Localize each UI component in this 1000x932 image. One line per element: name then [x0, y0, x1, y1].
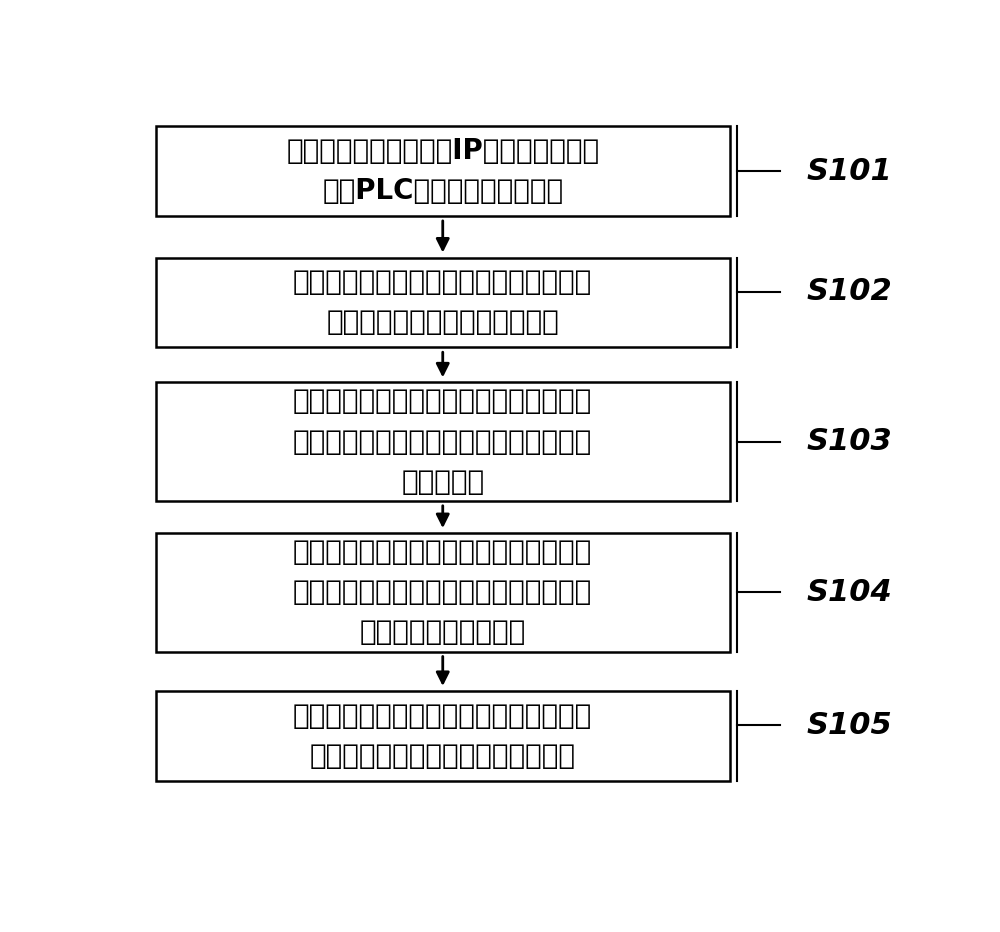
Text: S103: S103: [807, 427, 893, 456]
Text: S104: S104: [807, 578, 893, 607]
Text: 将主程序下载后设置为启动项，同时生成
数字签名，并进行存在性校验；: 将主程序下载后设置为启动项，同时生成 数字签名，并进行存在性校验；: [293, 268, 592, 336]
Text: 动态选择传输文件，并采用动态门限签名
算法和双重加密方法将所述传输文件传输
至随机的代理服务器；: 动态选择传输文件，并采用动态门限签名 算法和双重加密方法将所述传输文件传输 至随…: [293, 538, 592, 647]
Text: 将文件头部信息进行两次复写，并通过定
时系统开启多个线程造成进程拥塞。: 将文件头部信息进行两次复写，并通过定 时系统开启多个线程造成进程拥塞。: [293, 702, 592, 770]
Text: 采用平方递增的探索机制搜索局域网内的
所有服务器，并对所述局域网外的服务器
进行规避；: 采用平方递增的探索机制搜索局域网内的 所有服务器，并对所述局域网外的服务器 进行…: [293, 388, 592, 496]
Text: 通过汇编语言将设定的IP地址写入计算机
或者PLC控制器的内存模块；: 通过汇编语言将设定的IP地址写入计算机 或者PLC控制器的内存模块；: [286, 137, 599, 205]
Bar: [156, 691, 730, 781]
Bar: [156, 257, 730, 348]
Bar: [156, 382, 730, 500]
Text: S102: S102: [807, 277, 893, 306]
Bar: [156, 126, 730, 216]
Text: S105: S105: [807, 710, 893, 740]
Bar: [156, 533, 730, 651]
Text: S101: S101: [807, 157, 893, 185]
